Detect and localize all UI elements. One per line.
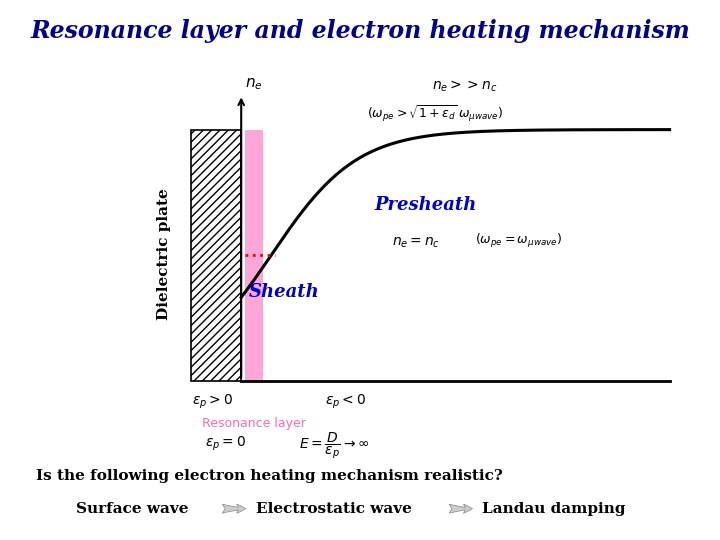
Text: $(\omega_{pe} = \omega_{\mu wave})$: $(\omega_{pe} = \omega_{\mu wave})$ (475, 232, 562, 249)
Text: Presheath: Presheath (374, 196, 477, 214)
Bar (191, 130, 241, 381)
Text: $n_e$: $n_e$ (245, 76, 263, 92)
Text: Resonance layer and electron heating mechanism: Resonance layer and electron heating mec… (30, 19, 690, 43)
Text: $\varepsilon_p = 0$: $\varepsilon_p = 0$ (205, 435, 246, 453)
Text: $\varepsilon_p > 0$: $\varepsilon_p > 0$ (192, 393, 233, 411)
Text: Sheath: Sheath (248, 282, 319, 301)
Text: $n_e >> n_c$: $n_e >> n_c$ (432, 79, 498, 94)
Text: Electrostatic wave: Electrostatic wave (256, 502, 411, 516)
Bar (245, 130, 263, 381)
Text: Landau damping: Landau damping (482, 502, 626, 516)
Text: Resonance layer: Resonance layer (202, 417, 305, 430)
Text: $(\omega_{pe} > \sqrt{1+\varepsilon_d}\,\omega_{\mu wave})$: $(\omega_{pe} > \sqrt{1+\varepsilon_d}\,… (367, 103, 503, 124)
Text: Dielectric plate: Dielectric plate (157, 188, 171, 320)
Text: $E = \dfrac{D}{\varepsilon_p} \rightarrow \infty$: $E = \dfrac{D}{\varepsilon_p} \rightarro… (299, 430, 369, 461)
Text: $\varepsilon_p < 0$: $\varepsilon_p < 0$ (325, 393, 366, 411)
Text: $n_e = n_c$: $n_e = n_c$ (392, 235, 441, 249)
Text: Is the following electron heating mechanism realistic?: Is the following electron heating mechan… (36, 469, 503, 483)
Text: Surface wave: Surface wave (76, 502, 188, 516)
